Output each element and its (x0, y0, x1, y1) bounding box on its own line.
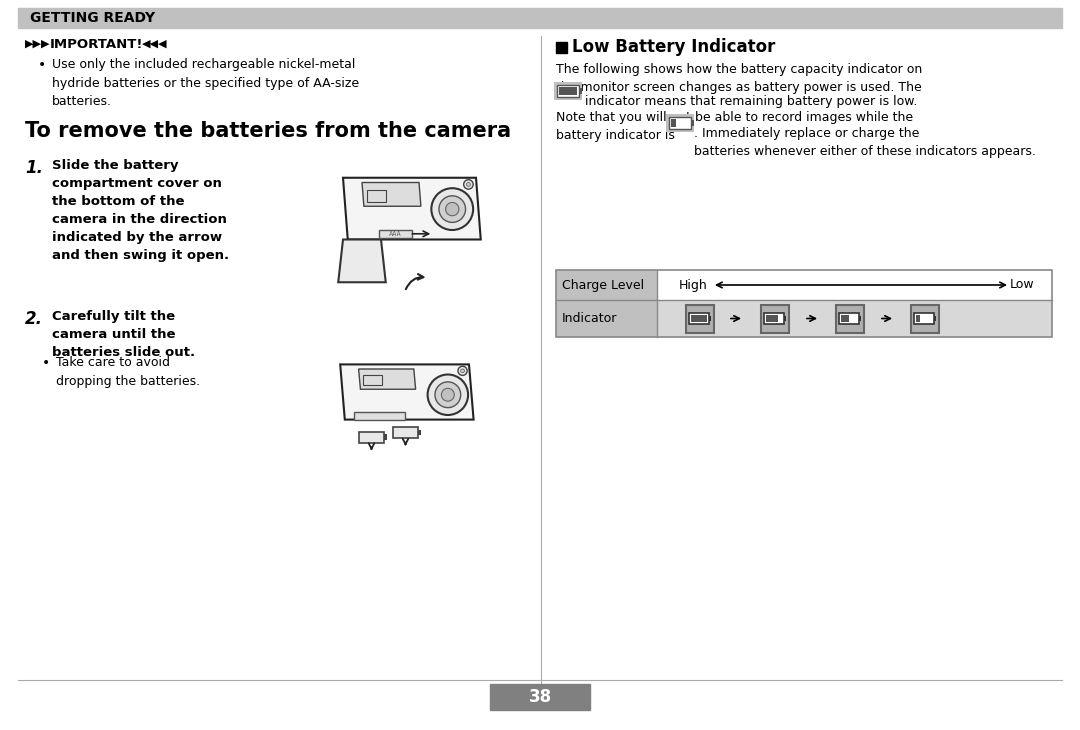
Bar (557, 85, 579, 97)
Text: Low Battery Indicator: Low Battery Indicator (572, 38, 775, 56)
Text: Low: Low (1010, 279, 1034, 291)
Bar (836, 304, 864, 332)
Bar (689, 313, 710, 324)
Bar (669, 117, 691, 129)
Bar (691, 315, 707, 322)
Text: Slide the battery
compartment cover on
the bottom of the
camera in the direction: Slide the battery compartment cover on t… (52, 159, 229, 262)
Bar (839, 313, 859, 324)
Bar (710, 316, 711, 321)
Bar (556, 270, 657, 337)
Text: The following shows how the battery capacity indicator on
the monitor screen cha: The following shows how the battery capa… (556, 63, 922, 94)
Text: •: • (38, 58, 46, 72)
Text: •: • (42, 356, 51, 370)
Text: Carefully tilt the
camera until the
batteries slide out.: Carefully tilt the camera until the batt… (52, 310, 195, 359)
Bar (859, 316, 861, 321)
Circle shape (461, 369, 464, 373)
Text: Take care to avoid
dropping the batteries.: Take care to avoid dropping the batterie… (56, 356, 200, 388)
Bar (384, 434, 387, 440)
Bar (579, 88, 582, 93)
Bar (764, 313, 784, 324)
Bar (363, 375, 381, 385)
Bar (761, 304, 789, 332)
Bar (556, 300, 1052, 337)
Circle shape (463, 180, 473, 189)
Circle shape (428, 374, 468, 415)
Circle shape (458, 366, 468, 375)
Bar (686, 304, 714, 332)
Polygon shape (362, 182, 421, 207)
Polygon shape (359, 369, 416, 389)
Bar (912, 304, 939, 332)
Circle shape (467, 182, 470, 186)
Bar (367, 190, 386, 201)
Text: 2.: 2. (25, 310, 43, 328)
Bar (554, 82, 582, 100)
Text: Charge Level: Charge Level (562, 279, 644, 291)
Bar (556, 42, 567, 53)
Text: AAA: AAA (389, 231, 402, 237)
Text: High: High (679, 279, 707, 291)
Bar (418, 430, 421, 435)
Bar (934, 316, 936, 321)
Bar (671, 119, 675, 127)
Bar (841, 315, 849, 322)
Bar (914, 313, 934, 324)
Bar (359, 431, 384, 442)
Circle shape (435, 382, 461, 407)
Bar (556, 270, 1052, 300)
Bar (666, 114, 694, 132)
Circle shape (442, 388, 455, 402)
Bar (354, 412, 405, 420)
Text: IMPORTANT!: IMPORTANT! (50, 37, 144, 50)
Bar (393, 427, 418, 438)
Text: Indicator: Indicator (562, 312, 618, 325)
Polygon shape (343, 177, 481, 239)
Bar (490, 684, 590, 710)
Bar (691, 120, 693, 126)
Bar (784, 316, 786, 321)
Bar (556, 270, 1052, 337)
Polygon shape (338, 239, 386, 283)
Text: ▶▶▶: ▶▶▶ (25, 39, 51, 49)
Bar (766, 315, 778, 322)
Circle shape (431, 188, 473, 230)
Bar (916, 315, 920, 322)
Text: indicator means that remaining battery power is low.: indicator means that remaining battery p… (581, 95, 917, 108)
Circle shape (446, 202, 459, 216)
Text: . Immediately replace or charge the
batteries whenever either of these indicator: . Immediately replace or charge the batt… (694, 127, 1036, 158)
Bar (379, 230, 413, 237)
Text: ◀◀◀: ◀◀◀ (141, 39, 167, 49)
Text: GETTING READY: GETTING READY (30, 11, 156, 25)
Bar (18, 8, 1062, 28)
Text: Note that you will not be able to record images while the
battery indicator is: Note that you will not be able to record… (556, 111, 913, 142)
Circle shape (438, 196, 465, 223)
Text: 38: 38 (528, 688, 552, 706)
Text: 1.: 1. (25, 159, 43, 177)
Text: Use only the included rechargeable nickel-metal
hydride batteries or the specifi: Use only the included rechargeable nicke… (52, 58, 360, 108)
Polygon shape (340, 364, 474, 420)
Bar (559, 87, 577, 95)
Text: To remove the batteries from the camera: To remove the batteries from the camera (25, 121, 511, 141)
